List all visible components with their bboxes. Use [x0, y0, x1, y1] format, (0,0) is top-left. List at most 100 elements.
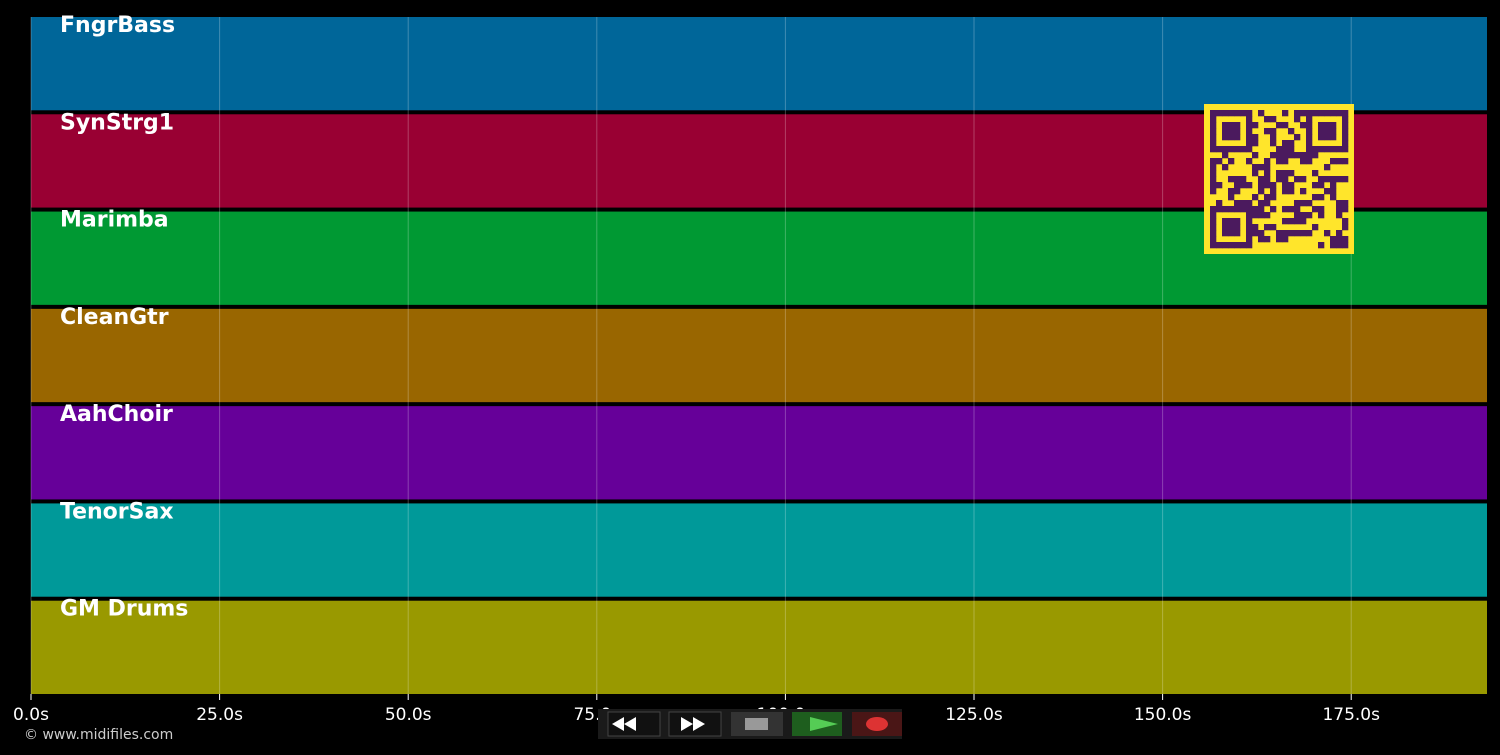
- qr-cell: [1222, 218, 1229, 225]
- qr-cell: [1234, 206, 1241, 213]
- qr-cell: [1222, 230, 1229, 237]
- qr-cell: [1324, 188, 1331, 195]
- qr-cell: [1342, 134, 1349, 141]
- qr-cell: [1330, 128, 1337, 135]
- qr-cell: [1294, 230, 1301, 237]
- qr-cell: [1282, 158, 1289, 165]
- qr-cell: [1300, 188, 1307, 195]
- qr-cell: [1210, 230, 1217, 237]
- qr-cell: [1234, 188, 1241, 195]
- qr-cell: [1234, 224, 1241, 231]
- qr-cell: [1306, 122, 1313, 129]
- qr-cell: [1294, 152, 1301, 159]
- qr-cell: [1252, 206, 1259, 213]
- qr-cell: [1288, 146, 1295, 153]
- rewind-button[interactable]: [607, 711, 661, 737]
- forward-button[interactable]: [668, 711, 722, 737]
- record-button[interactable]: [852, 712, 902, 736]
- qr-cell: [1330, 242, 1337, 249]
- qr-cell: [1258, 206, 1265, 213]
- qr-cell: [1210, 212, 1217, 219]
- qr-cell: [1312, 206, 1319, 213]
- qr-cell: [1306, 152, 1313, 159]
- qr-cell: [1246, 242, 1253, 249]
- qr-cell: [1294, 212, 1301, 219]
- track-label: CleanGtr: [60, 305, 169, 330]
- qr-cell: [1300, 176, 1307, 183]
- qr-cell: [1342, 158, 1349, 165]
- qr-cell: [1276, 146, 1283, 153]
- track-label: FngrBass: [60, 13, 175, 38]
- qr-cell: [1252, 122, 1259, 129]
- track-band: [31, 503, 1487, 597]
- qr-cell: [1228, 194, 1235, 201]
- qr-cell: [1324, 128, 1331, 135]
- qr-cell: [1246, 134, 1253, 141]
- qr-cell: [1240, 206, 1247, 213]
- qr-cell: [1234, 176, 1241, 183]
- qr-cell: [1270, 206, 1277, 213]
- qr-cell: [1276, 176, 1283, 183]
- qr-cell: [1288, 230, 1295, 237]
- qr-cell: [1228, 242, 1235, 249]
- qr-cell: [1228, 224, 1235, 231]
- qr-cell: [1336, 212, 1343, 219]
- qr-cell: [1312, 182, 1319, 189]
- qr-cell: [1306, 146, 1313, 153]
- qr-cell: [1270, 128, 1277, 135]
- qr-cell: [1258, 200, 1265, 207]
- qr-cell: [1318, 134, 1325, 141]
- qr-cell: [1288, 188, 1295, 195]
- qr-cell: [1252, 164, 1259, 171]
- qr-cell: [1216, 206, 1223, 213]
- qr-cell: [1216, 182, 1223, 189]
- qr-cell: [1210, 206, 1217, 213]
- qr-cell: [1240, 110, 1247, 117]
- qr-cell: [1264, 212, 1271, 219]
- qr-cell: [1222, 224, 1229, 231]
- stop-button[interactable]: [731, 712, 783, 736]
- qr-cell: [1258, 164, 1265, 171]
- qr-cell: [1300, 200, 1307, 207]
- qr-cell: [1306, 140, 1313, 147]
- qr-cell: [1246, 206, 1253, 213]
- x-tick-label: 150.0s: [1134, 705, 1192, 725]
- qr-cell: [1258, 176, 1265, 183]
- qr-cell: [1234, 230, 1241, 237]
- qr-cell: [1294, 110, 1301, 117]
- qr-cell: [1228, 218, 1235, 225]
- qr-cell: [1234, 122, 1241, 129]
- qr-cell: [1282, 182, 1289, 189]
- x-tick-label: 25.0s: [196, 705, 243, 725]
- track-label: AahChoir: [60, 402, 173, 427]
- qr-cell: [1282, 206, 1289, 213]
- qr-cell: [1300, 158, 1307, 165]
- qr-cell: [1246, 146, 1253, 153]
- qr-cell: [1228, 110, 1235, 117]
- qr-cell: [1318, 128, 1325, 135]
- qr-cell: [1270, 140, 1277, 147]
- qr-cell: [1336, 200, 1343, 207]
- qr-cell: [1282, 122, 1289, 129]
- qr-cell: [1294, 176, 1301, 183]
- track-band: [31, 17, 1487, 111]
- qr-cell: [1336, 230, 1343, 237]
- qr-cell: [1282, 176, 1289, 183]
- qr-cell: [1294, 200, 1301, 207]
- qr-cell: [1246, 158, 1253, 165]
- qr-cell: [1246, 140, 1253, 147]
- qr-cell: [1264, 128, 1271, 135]
- qr-cell: [1342, 200, 1349, 207]
- qr-cell: [1324, 134, 1331, 141]
- qr-cell: [1228, 230, 1235, 237]
- qr-cell: [1222, 146, 1229, 153]
- qr-cell: [1312, 170, 1319, 177]
- qr-cell: [1294, 116, 1301, 123]
- qr-cell: [1234, 242, 1241, 249]
- qr-cell: [1240, 146, 1247, 153]
- qr-cell: [1306, 158, 1313, 165]
- x-tick-label: 50.0s: [385, 705, 432, 725]
- qr-cell: [1252, 170, 1259, 177]
- play-button[interactable]: [792, 712, 842, 736]
- qr-cell: [1318, 212, 1325, 219]
